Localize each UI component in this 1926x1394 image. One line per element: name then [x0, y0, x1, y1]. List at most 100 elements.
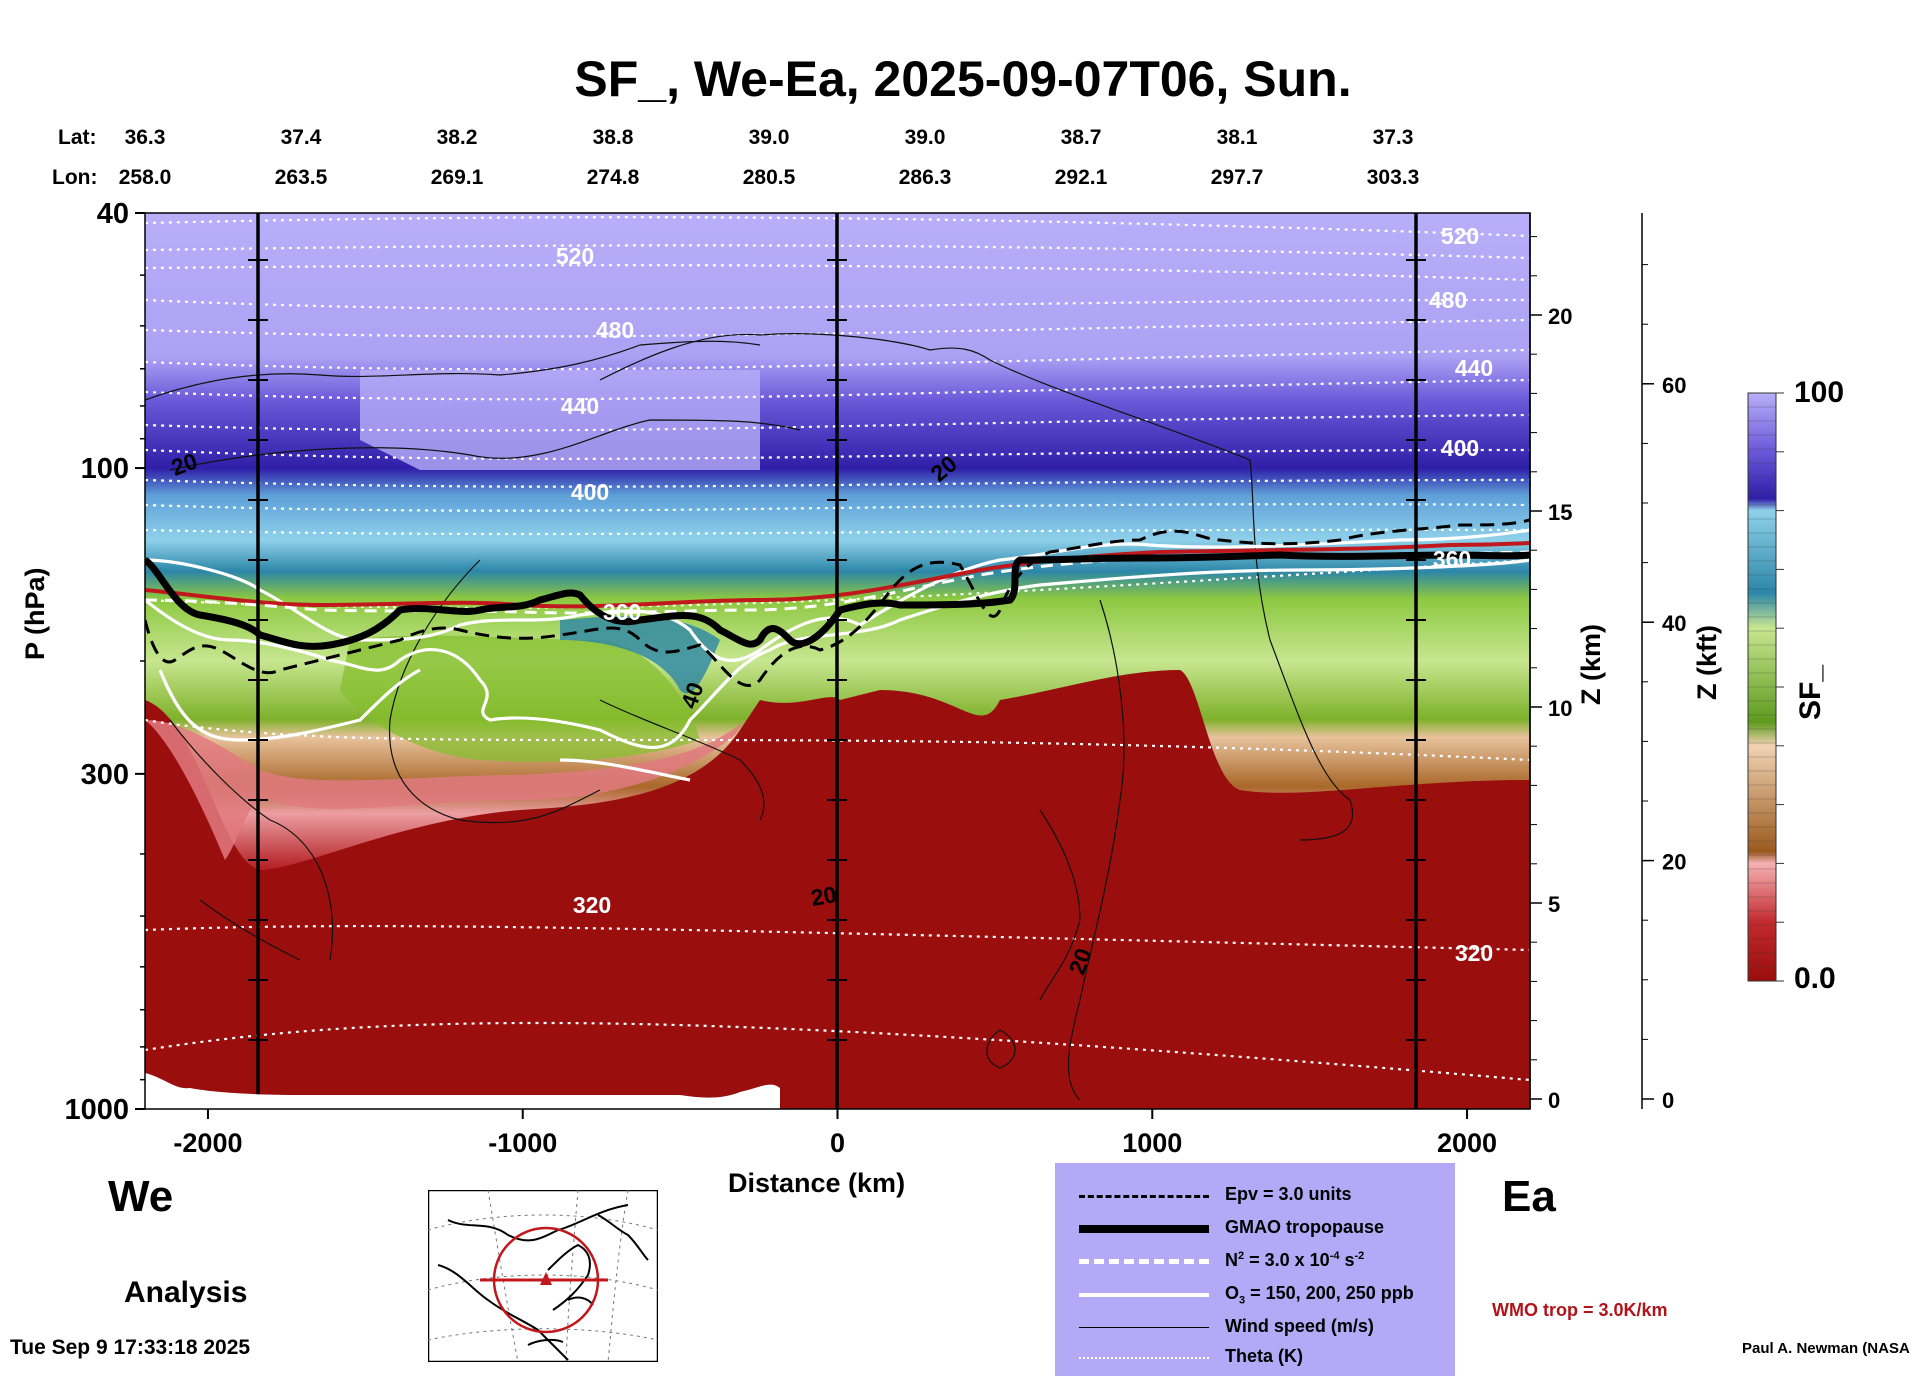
- n2-exp: -4: [1329, 1250, 1340, 1262]
- o3-suffix: = 150, 200, 250 ppb: [1245, 1283, 1414, 1303]
- theta-labels: 520 480 440 400 360 320 520 480 440 400 …: [556, 223, 1493, 966]
- east-label: Ea: [1502, 1172, 1556, 1221]
- legend-row-o3: O3 = 150, 200, 250 ppb: [1055, 1280, 1455, 1310]
- z-kft-axis-title: Z (kft): [1692, 625, 1722, 700]
- z-km-tick-label: 20: [1548, 304, 1572, 329]
- lon-value: 263.5: [274, 166, 328, 189]
- z-km-tick-label: 10: [1548, 696, 1572, 721]
- n2-unit-exp: -2: [1354, 1250, 1365, 1262]
- y-tick-label: 100: [81, 453, 129, 485]
- epv-line: [145, 518, 1530, 687]
- legend-n2-text: N2 = 3.0 x 10-4 s-2: [1225, 1250, 1364, 1271]
- wind-swatch: [1079, 1327, 1209, 1328]
- theta-label: 400: [571, 479, 609, 505]
- x-tick-label: 0: [830, 1128, 845, 1158]
- lon-value: 297.7: [1210, 166, 1264, 189]
- wind-contours: [145, 333, 1354, 1101]
- n2-swatch: [1079, 1259, 1209, 1264]
- wind-label: 20: [809, 881, 839, 911]
- lon-value: 258.0: [118, 166, 172, 189]
- z-kft-ticks: 0 20 40 60: [1642, 264, 1686, 1113]
- theta-label: 520: [556, 243, 594, 269]
- pink-band: [145, 720, 745, 860]
- z-kft-tick-label: 20: [1662, 850, 1686, 875]
- theta-label: 320: [1455, 940, 1493, 966]
- green-pocket: [340, 635, 700, 762]
- theta-label: 480: [1429, 287, 1467, 313]
- map-graticule: [428, 1190, 658, 1362]
- wmo-tropopause-note: WMO trop = 3.0K/km: [1492, 1300, 1668, 1320]
- n2-prefix: N: [1225, 1250, 1238, 1270]
- y-tick-label: 300: [81, 759, 129, 791]
- map-center-marker: [540, 1272, 552, 1285]
- lon-label: Lon:: [52, 166, 98, 189]
- theta-label: 440: [561, 393, 599, 419]
- legend-row-wind: Wind speed (m/s): [1055, 1313, 1455, 1343]
- theta-label: 480: [596, 317, 634, 343]
- lat-value: 36.3: [124, 126, 166, 149]
- z-km-axis-title: Z (km): [1576, 624, 1606, 705]
- legend: Epv = 3.0 units GMAO tropopause N2 = 3.0…: [1055, 1163, 1455, 1376]
- epv-swatch: [1079, 1195, 1209, 1198]
- colorbar: [1747, 392, 1777, 982]
- n2-mid: = 3.0 x 10: [1244, 1250, 1330, 1270]
- z-km-tick-label: 5: [1548, 892, 1560, 917]
- terrain-mask: [145, 1073, 780, 1109]
- z-km-tick-label: 0: [1548, 1088, 1560, 1113]
- timestamp: Tue Sep 9 17:33:18 2025: [10, 1336, 251, 1359]
- vertical-lines: [256, 213, 1418, 1109]
- analysis-label: Analysis: [124, 1276, 248, 1309]
- lat-value: 38.7: [1060, 126, 1102, 149]
- y-tick-label: 1000: [64, 1094, 129, 1126]
- vertical-line-ticks: [248, 259, 1426, 1041]
- lat-value: 39.0: [904, 126, 946, 149]
- z-km-tick-label: 15: [1548, 500, 1572, 525]
- lon-value: 303.3: [1366, 166, 1420, 189]
- z-kft-tick-label: 0: [1662, 1088, 1674, 1113]
- legend-row-n2: N2 = 3.0 x 10-4 s-2: [1055, 1247, 1455, 1277]
- theta-label: 440: [1455, 355, 1493, 381]
- legend-wind-text: Wind speed (m/s): [1225, 1316, 1374, 1336]
- author-credit: Paul A. Newman (NASA: [1742, 1340, 1910, 1357]
- west-label: We: [108, 1172, 174, 1221]
- legend-epv-text: Epv = 3.0 units: [1225, 1184, 1352, 1204]
- lon-value: 292.1: [1054, 166, 1108, 189]
- x-tick-label: 1000: [1122, 1128, 1182, 1158]
- inset-map: [428, 1190, 658, 1362]
- colorbar-max-label: 100: [1794, 376, 1845, 409]
- legend-row-theta: Theta (K): [1055, 1343, 1455, 1373]
- lat-value: 38.2: [436, 126, 478, 149]
- x-tick-label: -1000: [488, 1128, 557, 1158]
- lat-value: 37.4: [280, 126, 322, 149]
- lon-value: 274.8: [586, 166, 640, 189]
- strat-light-patch: [360, 370, 760, 470]
- x-tick-label: -2000: [173, 1128, 242, 1158]
- lon-value: 280.5: [742, 166, 796, 189]
- z-km-ticks: 0 5 10 15 20: [1530, 236, 1572, 1113]
- lat-value: 38.8: [592, 126, 634, 149]
- tropopause-swatch: [1079, 1225, 1209, 1233]
- y-axis: 40 100 300 1000: [64, 198, 145, 1126]
- legend-row-tropopause: GMAO tropopause: [1055, 1214, 1455, 1244]
- theta-label: 400: [1441, 435, 1479, 461]
- legend-theta-text: Theta (K): [1225, 1346, 1303, 1366]
- legend-o3-text: O3 = 150, 200, 250 ppb: [1225, 1283, 1414, 1307]
- chart-title: SF_, We-Ea, 2025-09-07T06, Sun.: [574, 51, 1352, 107]
- lat-label: Lat:: [58, 126, 97, 149]
- n2-unit: s: [1339, 1250, 1355, 1270]
- x-axis: -2000 -1000 0 1000 2000: [173, 1109, 1497, 1158]
- gmao-tropopause-line: [145, 551, 1530, 650]
- legend-row-epv: Epv = 3.0 units: [1055, 1181, 1455, 1211]
- z-kft-tick-label: 40: [1662, 611, 1686, 636]
- colorbar-min-label: 0.0: [1794, 962, 1836, 995]
- theta-swatch: [1079, 1357, 1209, 1359]
- lat-value: 38.1: [1216, 126, 1258, 149]
- theta-label: 320: [573, 892, 611, 918]
- x-axis-title: Distance (km): [728, 1168, 906, 1198]
- o3-sub: 3: [1239, 1294, 1246, 1307]
- o3-swatch: [1079, 1293, 1209, 1297]
- z-kft-tick-label: 60: [1662, 373, 1686, 398]
- colorbar-title: SF_: [1794, 664, 1827, 720]
- wmo-tropopause-line: [145, 541, 1530, 609]
